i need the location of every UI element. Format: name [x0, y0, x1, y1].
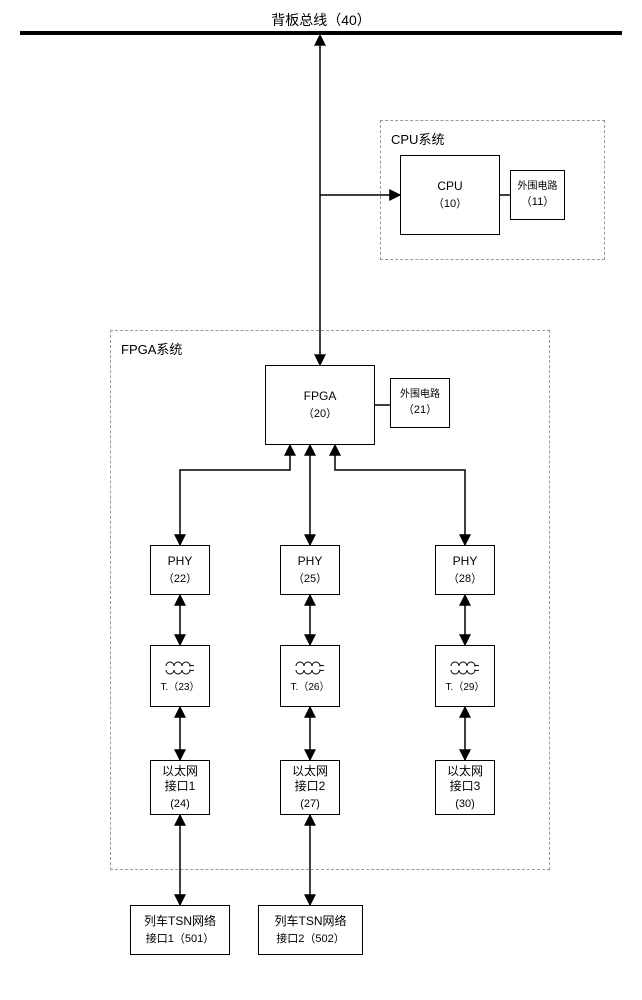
- bus-label: 背板总线（40）: [0, 10, 642, 30]
- node-sublabel: （25）: [293, 572, 327, 586]
- node-sublabel: （21）: [403, 403, 437, 417]
- node-sublabel: （10）: [433, 197, 467, 211]
- node-phy3: PHY （28）: [435, 545, 495, 595]
- transformer-icon: [295, 659, 325, 677]
- node-label: PHY: [298, 554, 323, 570]
- node-sublabel2: 接口1: [165, 779, 196, 795]
- node-sublabel: （20）: [303, 407, 337, 421]
- node-sublabel: (27): [300, 797, 320, 811]
- node-cpu_p: 外围电路 （11）: [510, 170, 565, 220]
- node-sublabel2: 接口3: [450, 779, 481, 795]
- node-t1: T.（23）: [150, 645, 210, 707]
- node-cpu: CPU （10）: [400, 155, 500, 235]
- backplane-bus: [20, 31, 622, 35]
- cpu-system-label: CPU系统: [391, 129, 444, 148]
- node-sublabel2: 接口2: [295, 779, 326, 795]
- node-label: 列车TSN网络: [274, 914, 346, 930]
- node-eth1: 以太网接口1 (24): [150, 760, 210, 815]
- fpga-system-label: FPGA系统: [121, 339, 182, 358]
- node-t3: T.（29）: [435, 645, 495, 707]
- node-sublabel: 接口2（502）: [276, 932, 344, 946]
- node-label: 以太网: [162, 764, 198, 780]
- node-sublabel: (24): [170, 797, 190, 811]
- node-label: T.（29）: [446, 681, 485, 694]
- node-tsn2: 列车TSN网络接口2（502）: [258, 905, 363, 955]
- node-sublabel: （28）: [448, 572, 482, 586]
- node-sublabel: 接口1（501）: [146, 932, 214, 946]
- node-sublabel: (30): [455, 797, 475, 811]
- node-label: 外围电路: [400, 388, 440, 401]
- node-tsn1: 列车TSN网络接口1（501）: [130, 905, 230, 955]
- node-label: PHY: [168, 554, 193, 570]
- node-phy2: PHY （25）: [280, 545, 340, 595]
- node-label: 以太网: [292, 764, 328, 780]
- node-eth2: 以太网接口2 (27): [280, 760, 340, 815]
- node-label: 外围电路: [518, 180, 558, 193]
- node-label: T.（26）: [291, 681, 330, 694]
- transformer-icon: [165, 659, 195, 677]
- node-label: T.（23）: [161, 681, 200, 694]
- node-label: 列车TSN网络: [144, 914, 216, 930]
- node-label: FPGA: [304, 389, 337, 405]
- node-sublabel: （22）: [163, 572, 197, 586]
- node-label: PHY: [453, 554, 478, 570]
- node-fpga: FPGA （20）: [265, 365, 375, 445]
- node-t2: T.（26）: [280, 645, 340, 707]
- node-fpga_p: 外围电路 （21）: [390, 378, 450, 428]
- node-label: 以太网: [447, 764, 483, 780]
- node-sublabel: （11）: [521, 195, 554, 209]
- node-eth3: 以太网接口3 (30): [435, 760, 495, 815]
- transformer-icon: [450, 659, 480, 677]
- node-label: CPU: [437, 179, 462, 195]
- node-phy1: PHY （22）: [150, 545, 210, 595]
